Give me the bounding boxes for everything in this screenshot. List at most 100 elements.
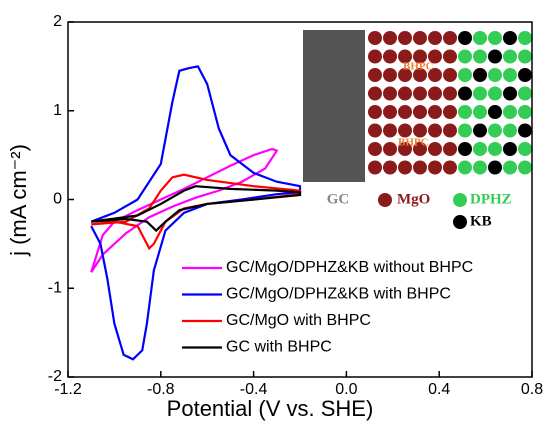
inset-dot [518,142,532,156]
legend-label: GC/MgO/DPHZ&KB with BHPC [226,286,451,303]
inset-dot [413,86,427,101]
inset-dot [383,68,397,82]
inset-dot [518,68,532,82]
series-line [91,185,302,233]
inset-dot [518,31,532,45]
inset-dot [383,105,397,119]
inset-dot [518,123,532,138]
inset-dot [458,31,472,45]
inset-dot [503,105,517,119]
inset-dot [398,142,412,156]
inset-dot [368,142,382,156]
legend-label: GC/MgO/DPHZ&KB without BHPC [226,259,473,276]
inset-dot [503,142,517,156]
x-tick-label: -0.8 [147,381,175,398]
inset-dot [398,68,412,82]
inset-dot [428,86,442,101]
inset-dot [518,105,532,119]
inset-dot [503,68,517,82]
inset-dot [443,68,457,82]
legend-label: GC/MgO with BHPC [226,312,371,329]
inset-dot [383,123,397,138]
inset-dot [473,123,487,138]
inset-dot [413,160,427,175]
inset-dot [368,31,382,45]
x-tick-label: 0.8 [521,381,543,398]
inset-dot [473,68,487,82]
inset-dot [413,68,427,82]
inset-dot [473,142,487,156]
inset-dot [428,123,442,138]
inset-dot [398,49,412,64]
series-line [90,147,279,273]
inset-dot [518,160,532,175]
inset-dot [443,105,457,119]
inset-dot [488,142,502,156]
legend-label: GC with BHPC [226,339,332,356]
inset-dot [368,105,382,119]
y-tick-label: 2 [53,13,62,30]
inset-dot [383,142,397,156]
inset-dot [383,31,397,45]
gc-block [303,30,365,182]
inset-dot [503,31,517,45]
inset-dot [473,86,487,101]
inset-dot [458,105,472,119]
inset-dot [458,49,472,64]
x-tick-label: 0.4 [428,381,450,398]
inset-dot [443,142,457,156]
inset-dot [473,31,487,45]
inset-dot [488,68,502,82]
inset-dot [488,160,502,175]
inset-dot [503,123,517,138]
inset-dot [368,68,382,82]
inset [303,30,532,229]
inset-label: MgO [397,191,430,207]
inset-dot [398,31,412,45]
inset-dot [488,123,502,138]
inset-dot [488,49,502,64]
inset-label: KB [470,213,492,229]
inset-dot [383,160,397,175]
x-tick-label: -0.4 [240,381,268,398]
inset-dot [368,49,382,64]
inset-dot [453,193,467,207]
inset-dot [428,68,442,82]
inset-dot [368,160,382,175]
inset-dot [443,86,457,101]
inset-dot [443,123,457,138]
inset-dot [428,105,442,119]
inset-dot [453,215,467,229]
inset-dot [383,49,397,64]
inset-dot [413,49,427,64]
inset-dot [458,142,472,156]
inset-dot [458,68,472,82]
x-tick-label: -1.2 [54,381,82,398]
inset-label: BHPC [403,61,434,73]
inset-label: BHPC [398,137,429,149]
inset-dot [428,142,442,156]
inset-dot [473,49,487,64]
inset-dot [458,160,472,175]
inset-dot [428,160,442,175]
inset-dot [368,123,382,138]
y-tick-label: 0 [53,191,62,208]
inset-label: GC [327,191,350,207]
inset-dot [428,49,442,64]
inset-dot [518,49,532,64]
inset-dot [398,123,412,138]
inset-dot [473,160,487,175]
y-tick-label: -1 [48,279,62,296]
y-tick-label: -2 [48,368,62,385]
inset-dot [383,86,397,101]
inset-dot [503,49,517,64]
inset-dot [488,105,502,119]
x-tick-label: 0.0 [335,381,357,398]
x-axis-label: Potential (V vs. SHE) [167,396,374,421]
inset-dot [368,86,382,101]
inset-dot [458,123,472,138]
inset-dot [443,49,457,64]
inset-dot [413,123,427,138]
inset-dot [428,31,442,45]
